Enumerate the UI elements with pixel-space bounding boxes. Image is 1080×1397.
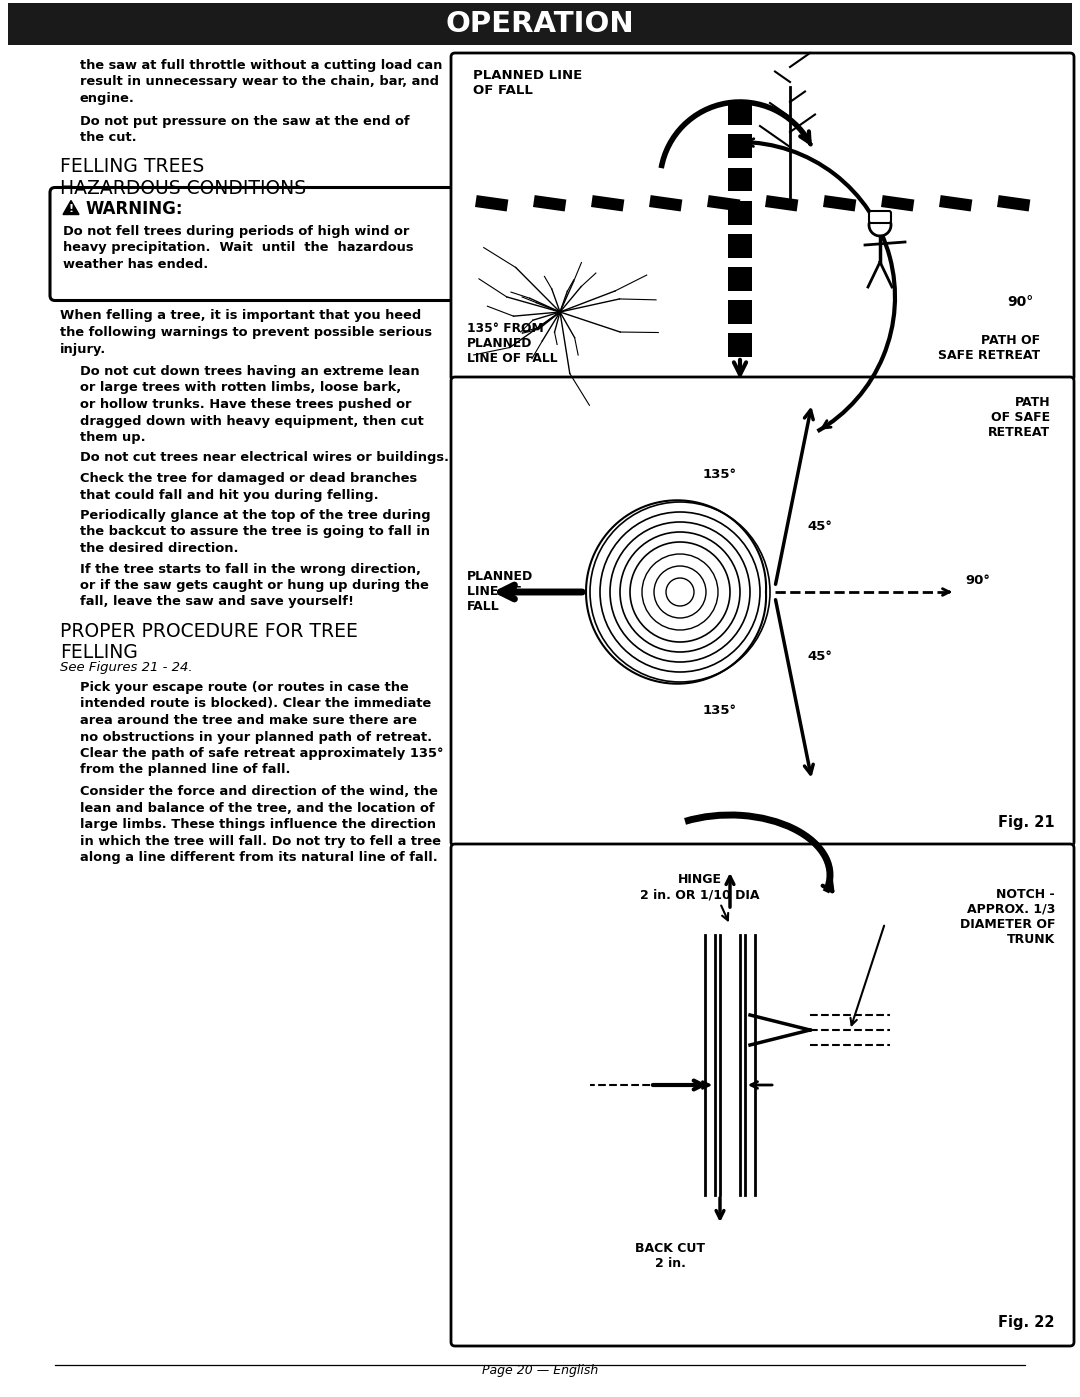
- Text: along a line different from its natural line of fall.: along a line different from its natural …: [80, 851, 437, 863]
- Text: !: !: [68, 204, 73, 215]
- Text: Periodically glance at the top of the tree during: Periodically glance at the top of the tr…: [80, 509, 431, 522]
- Text: from the planned line of fall.: from the planned line of fall.: [80, 764, 291, 777]
- Text: large limbs. These things influence the direction: large limbs. These things influence the …: [80, 819, 436, 831]
- FancyBboxPatch shape: [451, 844, 1074, 1345]
- Text: heavy precipitation.  Wait  until  the  hazardous: heavy precipitation. Wait until the haza…: [63, 242, 414, 254]
- Bar: [823, 196, 856, 211]
- Bar: [728, 101, 752, 126]
- Bar: [649, 196, 683, 211]
- Text: dragged down with heavy equipment, then cut: dragged down with heavy equipment, then …: [80, 415, 423, 427]
- Text: PROPER PROCEDURE FOR TREE: PROPER PROCEDURE FOR TREE: [60, 622, 357, 641]
- Text: Fig. 21: Fig. 21: [998, 814, 1055, 830]
- Text: Consider the force and direction of the wind, the: Consider the force and direction of the …: [80, 785, 437, 798]
- Text: engine.: engine.: [80, 92, 135, 105]
- Bar: [591, 196, 624, 211]
- Bar: [728, 332, 752, 358]
- Text: lean and balance of the tree, and the location of: lean and balance of the tree, and the lo…: [80, 802, 434, 814]
- Text: Do not cut trees near electrical wires or buildings.: Do not cut trees near electrical wires o…: [80, 451, 449, 464]
- Text: fall, leave the saw and save yourself!: fall, leave the saw and save yourself!: [80, 595, 354, 609]
- Bar: [997, 196, 1030, 211]
- Bar: [8, 3, 1072, 45]
- Circle shape: [869, 214, 891, 236]
- Text: no obstructions in your planned path of retreat.: no obstructions in your planned path of …: [80, 731, 432, 743]
- Text: Fig. 22: Fig. 22: [999, 1315, 1055, 1330]
- Text: WARNING:: WARNING:: [85, 200, 183, 218]
- Bar: [765, 196, 798, 211]
- Text: weather has ended.: weather has ended.: [63, 257, 208, 271]
- Text: or hollow trunks. Have these trees pushed or: or hollow trunks. Have these trees pushe…: [80, 398, 411, 411]
- Text: PLANNED
LINE OF
FALL: PLANNED LINE OF FALL: [467, 570, 534, 613]
- Text: or if the saw gets caught or hung up during the: or if the saw gets caught or hung up dur…: [80, 578, 429, 592]
- Text: intended route is blocked). Clear the immediate: intended route is blocked). Clear the im…: [80, 697, 431, 711]
- Text: 90°: 90°: [966, 574, 990, 587]
- Text: them up.: them up.: [80, 432, 146, 444]
- Bar: [939, 196, 972, 211]
- Text: FELLING TREES: FELLING TREES: [60, 158, 204, 176]
- Bar: [728, 267, 752, 291]
- Text: Clear the path of safe retreat approximately 135°: Clear the path of safe retreat approxima…: [80, 747, 444, 760]
- Text: 135°: 135°: [703, 468, 737, 481]
- Text: Pick your escape route (or routes in case the: Pick your escape route (or routes in cas…: [80, 680, 408, 694]
- FancyBboxPatch shape: [451, 377, 1074, 847]
- Text: 45°: 45°: [808, 651, 833, 664]
- Text: 90°: 90°: [1007, 295, 1034, 309]
- Text: 135°: 135°: [703, 704, 737, 717]
- Text: See Figures 21 - 24.: See Figures 21 - 24.: [60, 661, 192, 673]
- Text: that could fall and hit you during felling.: that could fall and hit you during felli…: [80, 489, 379, 502]
- Text: Check the tree for damaged or dead branches: Check the tree for damaged or dead branc…: [80, 472, 417, 485]
- Text: When felling a tree, it is important that you heed: When felling a tree, it is important tha…: [60, 310, 421, 323]
- Text: 45°: 45°: [808, 521, 833, 534]
- Bar: [881, 196, 915, 211]
- Text: result in unnecessary wear to the chain, bar, and: result in unnecessary wear to the chain,…: [80, 75, 438, 88]
- Text: Page 20 — English: Page 20 — English: [482, 1363, 598, 1377]
- Text: 135° FROM
PLANNED
LINE OF FALL: 135° FROM PLANNED LINE OF FALL: [467, 321, 557, 365]
- Text: the backcut to assure the tree is going to fall in: the backcut to assure the tree is going …: [80, 525, 430, 538]
- Text: PATH
OF SAFE
RETREAT: PATH OF SAFE RETREAT: [988, 395, 1050, 439]
- FancyBboxPatch shape: [50, 187, 461, 300]
- Bar: [728, 300, 752, 324]
- Text: Do not put pressure on the saw at the end of: Do not put pressure on the saw at the en…: [80, 115, 409, 127]
- Text: If the tree starts to fall in the wrong direction,: If the tree starts to fall in the wrong …: [80, 563, 421, 576]
- Text: Do not fell trees during periods of high wind or: Do not fell trees during periods of high…: [63, 225, 409, 237]
- Text: the desired direction.: the desired direction.: [80, 542, 239, 555]
- Text: or large trees with rotten limbs, loose bark,: or large trees with rotten limbs, loose …: [80, 381, 402, 394]
- Text: BACK CUT
2 in.: BACK CUT 2 in.: [635, 1242, 705, 1270]
- Text: OPERATION: OPERATION: [446, 10, 634, 38]
- Polygon shape: [63, 201, 79, 215]
- FancyBboxPatch shape: [869, 211, 891, 224]
- Text: Do not cut down trees having an extreme lean: Do not cut down trees having an extreme …: [80, 365, 420, 379]
- Text: PLANNED LINE
OF FALL: PLANNED LINE OF FALL: [473, 68, 582, 96]
- Text: HINGE
2 in. OR 1/10 DIA: HINGE 2 in. OR 1/10 DIA: [640, 873, 759, 901]
- Bar: [707, 196, 741, 211]
- Bar: [475, 196, 509, 211]
- Text: FELLING: FELLING: [60, 643, 138, 662]
- Bar: [534, 196, 566, 211]
- Text: area around the tree and make sure there are: area around the tree and make sure there…: [80, 714, 417, 726]
- Bar: [728, 134, 752, 158]
- Text: PATH OF
SAFE RETREAT: PATH OF SAFE RETREAT: [937, 334, 1040, 362]
- FancyBboxPatch shape: [451, 53, 1074, 381]
- Text: the saw at full throttle without a cutting load can: the saw at full throttle without a cutti…: [80, 59, 443, 73]
- Text: the following warnings to prevent possible serious: the following warnings to prevent possib…: [60, 326, 432, 339]
- Text: NOTCH -
APPROX. 1/3
DIAMETER OF
TRUNK: NOTCH - APPROX. 1/3 DIAMETER OF TRUNK: [959, 888, 1055, 946]
- Text: HAZARDOUS CONDITIONS: HAZARDOUS CONDITIONS: [60, 179, 306, 197]
- Text: in which the tree will fall. Do not try to fell a tree: in which the tree will fall. Do not try …: [80, 834, 441, 848]
- Bar: [728, 201, 752, 225]
- Bar: [728, 233, 752, 257]
- Text: the cut.: the cut.: [80, 131, 137, 144]
- Text: injury.: injury.: [60, 342, 106, 355]
- Bar: [728, 168, 752, 191]
